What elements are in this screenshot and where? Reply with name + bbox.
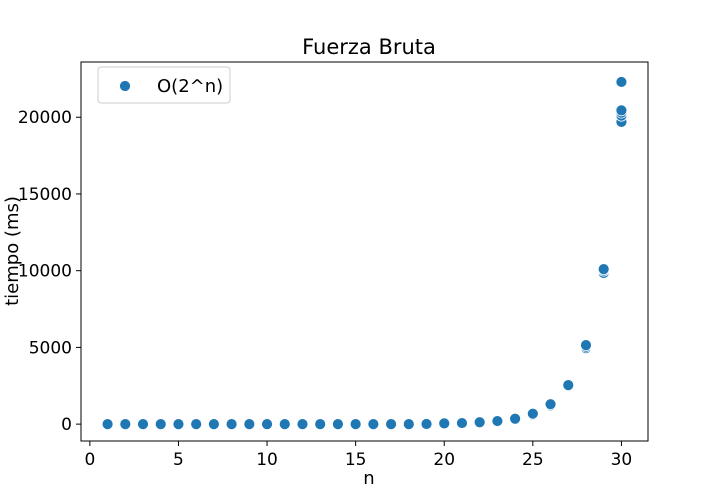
x-tick-label: 20 xyxy=(433,450,455,470)
data-point xyxy=(615,76,628,88)
y-tick-label: 10000 xyxy=(18,262,72,282)
data-point xyxy=(597,263,610,276)
data-point xyxy=(225,418,238,431)
y-tick-label: 15000 xyxy=(18,185,72,205)
data-point xyxy=(314,418,327,431)
x-tick-label: 15 xyxy=(345,450,367,470)
plot-area xyxy=(80,61,649,442)
data-point xyxy=(526,407,539,420)
data-point xyxy=(261,418,273,431)
data-point xyxy=(172,418,185,431)
data-point xyxy=(207,418,220,431)
y-tick-label: 20000 xyxy=(18,108,72,128)
data-point xyxy=(438,417,451,430)
data-point xyxy=(615,104,628,117)
chart-title: Fuerza Bruta xyxy=(302,35,436,59)
data-point xyxy=(367,418,380,431)
data-point xyxy=(119,418,132,431)
x-axis-label: n xyxy=(363,468,374,489)
data-point xyxy=(296,418,309,431)
data-point xyxy=(385,418,397,431)
data-point xyxy=(402,418,415,431)
legend-marker xyxy=(119,80,131,92)
y-axis-label: tiempo (ms) xyxy=(2,196,23,306)
data-point xyxy=(420,418,433,430)
x-tick-label: 5 xyxy=(173,450,184,470)
data-point xyxy=(332,418,344,431)
data-point xyxy=(509,412,522,425)
x-tick-label: 0 xyxy=(84,450,95,470)
data-point xyxy=(349,418,362,431)
data-point xyxy=(562,379,575,392)
x-tick-label: 25 xyxy=(522,450,544,470)
data-point xyxy=(580,339,592,351)
x-axis: 0 5 10 15 20 25 30 xyxy=(84,441,632,470)
data-point xyxy=(190,418,203,431)
x-tick-label: 10 xyxy=(256,450,278,470)
data-point xyxy=(137,418,149,431)
data-point xyxy=(491,415,504,427)
data-point xyxy=(243,418,256,431)
legend-label: O(2^n) xyxy=(157,76,223,97)
x-tick-label: 30 xyxy=(611,450,633,470)
y-tick-label: 5000 xyxy=(29,338,72,358)
legend-box xyxy=(97,66,231,104)
data-point xyxy=(154,418,167,431)
data-point xyxy=(544,398,557,411)
y-tick-label: 0 xyxy=(61,415,72,435)
y-axis: 0 5000 10000 15000 20000 xyxy=(18,108,81,435)
scatter-points xyxy=(101,76,628,431)
data-point xyxy=(101,418,114,431)
data-point xyxy=(473,416,486,429)
legend: O(2^n) xyxy=(97,66,231,104)
data-point xyxy=(278,418,291,431)
data-point xyxy=(456,417,468,429)
